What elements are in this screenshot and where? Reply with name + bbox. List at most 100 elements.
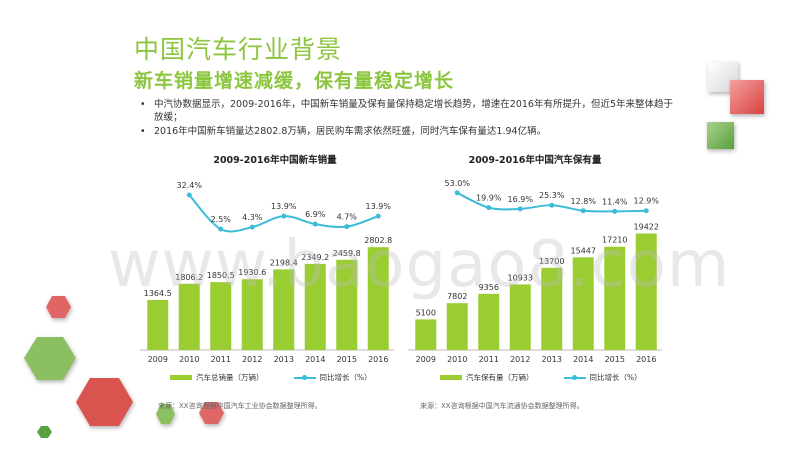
growth-value-label: 53.0% <box>445 179 471 188</box>
bar-value-label: 2198.4 <box>270 258 298 267</box>
deco-hexagon-red-small <box>46 296 71 318</box>
bar <box>241 279 263 350</box>
bar-value-label: 15447 <box>571 246 596 255</box>
bar-value-label: 2459.8 <box>333 249 361 258</box>
bar-value-label: 17210 <box>602 236 627 245</box>
deco-hexagon-green-large <box>24 337 76 380</box>
legend-line-swatch <box>563 374 586 380</box>
deco-square-red <box>730 80 764 114</box>
growth-point <box>375 213 381 219</box>
bar-value-label: 19422 <box>634 222 659 231</box>
x-tick-label: 2013 <box>274 355 294 364</box>
bar <box>210 282 232 350</box>
bar-value-label: 1364.5 <box>144 289 172 298</box>
bar-value-label: 10933 <box>508 273 533 282</box>
bullet-item: 中汽协数据显示，2009-2016年，中国新车销量及保有量保持稳定增长趋势，增速… <box>140 98 680 124</box>
growth-value-label: 12.8% <box>571 197 597 206</box>
legend-bar-swatch <box>170 375 192 380</box>
bar <box>509 284 531 350</box>
growth-value-label: 6.9% <box>305 210 326 219</box>
x-tick-label: 2014 <box>573 355 593 364</box>
growth-point <box>612 208 618 214</box>
deco-hexagon-red-medium <box>199 402 224 424</box>
chart-1-sales: 1364.5 2009 1806.2 2010 1850.5 2011 1930.6 2012… <box>140 181 394 364</box>
legend-line-label: 同比增长（%） <box>589 373 642 382</box>
x-tick-label: 2010 <box>179 355 199 364</box>
legend-line-swatch <box>293 374 316 380</box>
bar-value-label: 1806.2 <box>175 273 203 282</box>
x-tick-label: 2012 <box>242 355 262 364</box>
deco-hexagon-green-tiny <box>37 426 52 438</box>
growth-value-label: 19.9% <box>476 194 502 203</box>
chart-1-legend: 汽车总销量（万辆） 同比增长（%） <box>170 372 372 383</box>
bar <box>446 303 468 350</box>
growth-value-label: 25.3% <box>539 191 565 200</box>
bar <box>367 247 389 350</box>
legend-line-label: 同比增长（%） <box>319 373 372 382</box>
x-tick-label: 2011 <box>211 355 231 364</box>
x-tick-label: 2015 <box>337 355 357 364</box>
growth-point <box>186 192 192 198</box>
bar-value-label: 1930.6 <box>238 268 266 277</box>
growth-value-label: 2.5% <box>211 215 232 224</box>
growth-value-label: 4.3% <box>242 213 263 222</box>
x-tick-label: 2012 <box>510 355 530 364</box>
bar <box>304 263 326 350</box>
growth-point <box>249 224 255 230</box>
growth-point <box>643 208 649 214</box>
growth-point <box>454 190 460 196</box>
growth-point <box>218 226 224 232</box>
deco-square-green <box>707 122 734 149</box>
bar <box>541 267 563 350</box>
bullet-item: 2016年中国新车销量达2802.8万辆，居民购车需求依然旺盛，同时汽车保有量达… <box>140 125 680 138</box>
bullet-list: 中汽协数据显示，2009-2016年，中国新车销量及保有量保持稳定增长趋势，增速… <box>140 98 680 139</box>
legend-bar-swatch <box>440 375 462 380</box>
bar-value-label: 5100 <box>416 308 436 317</box>
bar-value-label: 7802 <box>447 292 467 301</box>
bar <box>415 319 437 350</box>
legend-bar-label: 汽车保有量（万辆） <box>466 373 534 382</box>
bar <box>572 257 594 350</box>
chart-2-title: 2009-2016年中国汽车保有量 <box>468 155 602 166</box>
x-tick-label: 2010 <box>447 355 467 364</box>
x-tick-label: 2015 <box>605 355 625 364</box>
bar <box>604 246 626 350</box>
bar <box>336 259 358 350</box>
bar <box>178 283 200 350</box>
chart-1-title: 2009-2016年中国新车销量 <box>213 155 337 166</box>
chart-2-legend: 汽车保有量（万辆） 同比增长（%） <box>440 372 642 383</box>
x-tick-label: 2016 <box>368 355 388 364</box>
bar-value-label: 13700 <box>539 257 564 266</box>
legend-bar-label: 汽车总销量（万辆） <box>196 373 264 382</box>
growth-value-label: 32.4% <box>177 181 203 190</box>
chart-2-ownership: 5100 2009 7802 2010 9356 2011 10933 2012 13700 20… <box>408 179 662 364</box>
growth-point <box>517 206 523 212</box>
x-tick-label: 2014 <box>305 355 325 364</box>
growth-point <box>580 208 586 214</box>
growth-point <box>549 202 555 208</box>
deco-hexagon-red-large <box>76 378 133 426</box>
x-tick-label: 2009 <box>148 355 168 364</box>
growth-point <box>312 221 318 227</box>
growth-value-label: 12.9% <box>634 197 660 206</box>
watermark: www.baogao8.com <box>108 228 731 302</box>
growth-value-label: 16.9% <box>508 195 534 204</box>
x-tick-label: 2011 <box>479 355 499 364</box>
growth-value-label: 11.4% <box>602 197 628 206</box>
growth-value-label: 4.7% <box>337 213 358 222</box>
growth-point <box>486 205 492 211</box>
x-tick-label: 2013 <box>542 355 562 364</box>
bar <box>147 299 169 350</box>
growth-point <box>281 213 287 219</box>
bar-value-label: 9356 <box>479 283 499 292</box>
bar-value-label: 1850.5 <box>207 271 235 280</box>
page-subtitle: 新车销量增速减缓，保有量稳定增长 <box>134 70 455 92</box>
x-tick-label: 2009 <box>416 355 436 364</box>
chart-1-source: 来源：XX咨询根据中国汽车工业协会数据整理所得。 <box>158 402 322 410</box>
growth-point <box>344 224 350 230</box>
x-tick-label: 2016 <box>636 355 656 364</box>
bar <box>273 269 295 350</box>
growth-value-label: 13.9% <box>271 202 297 211</box>
bar <box>635 233 657 350</box>
